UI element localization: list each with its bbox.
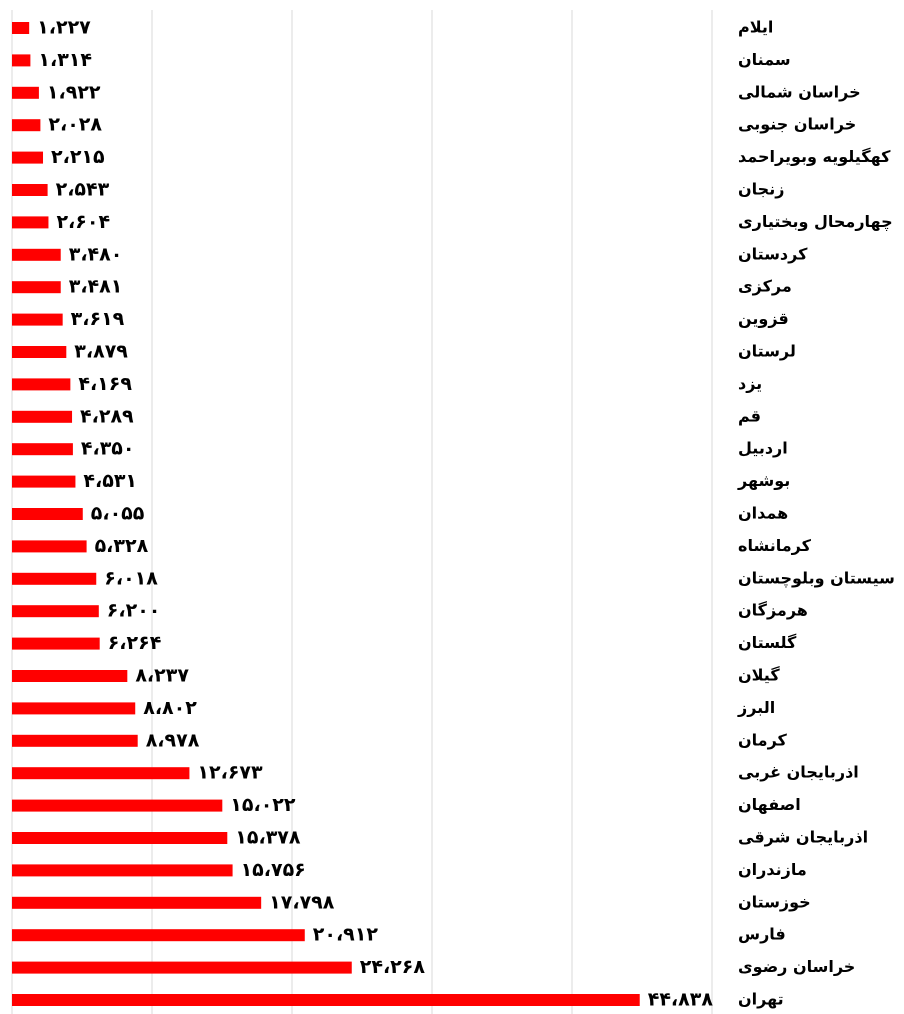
bar [12,443,73,456]
category-label: بوشهر [737,471,790,490]
value-label: ۵،۳۲۸ [95,535,149,557]
category-label: اردبیل [738,439,788,458]
value-label: ۴،۱۶۹ [78,373,132,395]
bar [12,410,73,423]
value-label: ۱۵،۳۷۸ [235,827,301,849]
category-label: قزوین [738,309,789,328]
category-label: قم [738,406,761,425]
bar [12,22,30,34]
category-label: یزد [738,374,762,393]
bar [12,281,61,294]
category-label: اذربایجان غربی [738,763,859,782]
bar [12,734,138,747]
bar [12,637,100,650]
category-label: زنجان [738,180,784,199]
bar [12,86,39,99]
bar [12,799,223,812]
bar [12,184,48,196]
bar [12,119,41,132]
value-label: ۲،۶۰۴ [56,211,110,233]
value-label: ۶،۰۱۸ [104,567,158,589]
category-label: کرمان [738,730,788,749]
value-label: ۸،۹۷۸ [146,729,200,751]
bar [12,151,44,164]
value-label: ۱۵،۷۵۶ [241,859,306,881]
value-label: ۳،۴۸۰ [69,243,123,265]
value-label: ۴،۵۳۱ [83,470,137,492]
value-label: ۸،۸۰۲ [143,697,197,719]
category-label: اصفهان [738,795,801,814]
bar [12,475,76,488]
bar [12,248,61,261]
bar [12,864,233,877]
bar [12,961,352,974]
value-label: ۶،۲۶۴ [108,632,162,654]
bar [12,702,136,715]
bar [12,605,99,618]
bar [12,378,71,391]
bar [12,896,262,909]
category-label: البرز [737,698,775,717]
category-label: فارس [738,925,786,944]
category-label: چهارمحال وبختیاری [738,212,893,232]
value-label: ۱،۹۲۲ [47,81,101,103]
value-label: ۲،۵۴۳ [56,179,110,201]
category-label: اذربایجان شرقی [738,828,868,847]
category-label: خراسان رضوی [738,957,855,976]
category-label: هرمزگان [738,601,808,620]
category-label: مرکزی [738,277,792,296]
category-label: کردستان [738,244,808,263]
bar [12,540,87,553]
value-label: ۲۴،۲۶۸ [360,956,426,978]
value-label: ۸،۲۳۷ [135,665,189,687]
category-label: گیلان [738,666,780,685]
value-label: ۴،۲۸۹ [80,405,134,427]
category-label: گلستان [738,633,797,652]
value-label: ۳،۶۱۹ [71,308,125,330]
category-label: ایلام [738,18,773,37]
bar [12,313,63,326]
bar [12,572,97,585]
bar [12,670,128,682]
category-label: لرستان [738,342,796,361]
value-label: ۱،۲۲۷ [37,17,91,39]
value-label: ۲۰،۹۱۲ [313,924,379,946]
value-label: ۶،۲۰۰ [107,600,161,622]
value-label: ۱،۳۱۴ [38,49,92,71]
value-label: ۱۵،۰۲۲ [230,794,296,816]
bar [12,832,228,844]
value-label: ۳،۴۸۱ [69,276,123,298]
category-label: خوزستان [738,892,811,911]
value-label: ۳،۸۷۹ [74,341,128,363]
category-label: مازندران [738,860,807,879]
bar [12,994,640,1006]
category-label: سمنان [738,50,791,69]
value-label: ۴،۳۵۰ [81,438,135,460]
bar [12,508,83,520]
category-label: خراسان شمالی [738,82,861,101]
category-label: سیستان وبلوچستان [738,568,895,588]
value-label: ۱۲،۶۷۳ [197,762,263,784]
bar [12,767,190,780]
value-label: ۱۷،۷۹۸ [269,891,335,913]
category-label: تهران [738,990,784,1009]
bar [12,929,305,942]
bar [12,54,31,67]
bar [12,216,49,229]
value-label: ۲،۲۱۵ [51,146,105,168]
bar [12,346,67,358]
value-label: ۲،۰۲۸ [48,114,102,136]
category-label: کرمانشاه [738,536,812,555]
value-label: ۴۴،۸۳۸ [648,989,714,1011]
category-label: همدان [738,504,788,523]
category-label: کهگیلویه وبویراحمد [738,147,891,166]
value-label: ۵،۰۵۵ [91,503,145,525]
category-label: خراسان جنوبی [738,115,856,134]
